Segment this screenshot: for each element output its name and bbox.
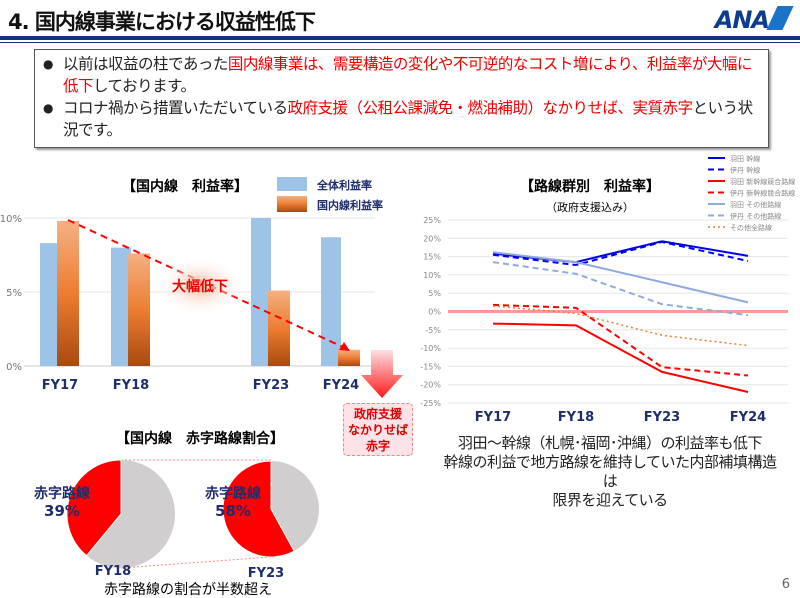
annotation-glow (155, 256, 245, 316)
y-tick-label: 15% (423, 253, 441, 262)
y-tick-label: 10% (423, 271, 441, 280)
down-arrow-icon (361, 350, 403, 398)
y-tick-label: -5% (425, 326, 441, 335)
pie-chart-title: 【国内線 赤字路線割合】 (116, 430, 284, 447)
legend-label: 伊丹 その他路線 (730, 212, 781, 221)
y-tick-label: -15% (420, 362, 441, 371)
x-tick-label: FY17 (42, 378, 78, 393)
legend-label: 伊丹 幹線 (730, 166, 760, 175)
bar-domestic-FY18 (128, 253, 150, 366)
bar-domestic-FY24 (338, 349, 360, 366)
summary-bullet-1: 以前は収益の柱であった国内線事業は、需要構造の変化や不可逆的なコスト増により、利… (43, 53, 758, 97)
y-tick-label: 5% (6, 288, 22, 299)
series-line-3 (492, 303, 749, 377)
pie-caption: 赤字路線の割合が半数超え (104, 581, 272, 598)
pie-slice-label: 赤字路線 (34, 485, 90, 502)
header-rule-thin (0, 42, 800, 43)
pie-value-label: 39% (44, 502, 80, 520)
summary-box: 以前は収益の柱であった国内線事業は、需要構造の変化や不可逆的なコスト増により、利… (34, 49, 769, 148)
y-tick-label: 10% (0, 214, 22, 225)
x-tick-label: FY23 (253, 378, 289, 393)
page-number: 6 (781, 577, 790, 592)
x-tick-label: FY24 (730, 410, 766, 425)
legend-label: 国内線利益率 (317, 198, 383, 212)
legend-label: 羽田 幹線 (730, 154, 760, 163)
bar-domestic-FY17 (57, 220, 79, 366)
y-tick-label: 25% (423, 216, 441, 225)
bar-overall-FY18 (111, 247, 131, 366)
line-chart-note: 羽田～幹線（札幌･福岡･沖縄）の利益率も低下 幹線の利益で地方路線を維持していた内… (443, 434, 777, 509)
pie-category-label: FY18 (95, 564, 131, 579)
pie-value-label: 58% (215, 502, 251, 520)
line-chart-title: 【路線群別 利益率】 (520, 178, 660, 195)
y-tick-label: -10% (420, 344, 441, 353)
x-tick-label: FY23 (644, 410, 680, 425)
x-tick-label: FY17 (475, 410, 511, 425)
x-tick-label: FY18 (558, 410, 594, 425)
pie-slice-deficit-FY18 (66, 459, 122, 557)
y-tick-label: 0% (428, 308, 441, 317)
pie-category-label: FY23 (248, 566, 284, 581)
x-tick-label: FY18 (113, 378, 149, 393)
legend-label: 羽田 その他路線 (730, 200, 781, 209)
y-tick-label: 20% (423, 234, 441, 243)
series-line-6 (492, 305, 749, 347)
bar-overall-FY17 (40, 243, 60, 366)
pie-slice-deficit-FY23 (222, 460, 295, 558)
legend-swatch-overall (277, 177, 307, 191)
connector-line (120, 556, 272, 569)
legend-label: 全体利益率 (316, 178, 372, 192)
legend-label: 伊丹 新幹線競合路線 (730, 189, 795, 198)
summary-bullet-2: コロナ禍から措置いただいている政府支援（公租公課減免・燃油補助）なかりせば、実質… (43, 97, 758, 141)
legend-swatch-domestic (277, 196, 307, 212)
ana-logo: ANA (715, 6, 794, 34)
x-tick-label: FY24 (323, 378, 359, 393)
series-line-2 (492, 322, 749, 393)
line-chart-subtitle: （政府支援込み） (546, 200, 634, 214)
trend-arrowhead (339, 342, 350, 351)
page-title: 4. 国内線事業における収益性低下 (8, 10, 316, 34)
header-rule (0, 36, 800, 40)
legend-label: 羽田 新幹線競合路線 (730, 177, 795, 186)
y-tick-label: -25% (420, 399, 441, 408)
bar-chart-title: 【国内線 利益率】 (122, 178, 248, 195)
bar-domestic-FY23 (268, 290, 290, 366)
bar-overall-FY23 (251, 218, 271, 366)
annotation-sharp-decline: 大幅低下 (172, 278, 228, 295)
y-tick-label: 5% (428, 289, 441, 298)
trend-arrow (67, 219, 346, 349)
legend-label: その他全路線 (730, 223, 772, 232)
pie-slice-label: 赤字路線 (205, 485, 261, 502)
series-line-1 (492, 240, 749, 267)
y-tick-label: 0% (6, 362, 22, 373)
series-line-4 (492, 251, 749, 304)
callout-no-support-deficit: 政府支援 なかりせば 赤字 (343, 403, 413, 456)
y-tick-label: -20% (420, 381, 441, 390)
bar-overall-FY24 (321, 237, 341, 366)
series-line-5 (492, 261, 749, 317)
